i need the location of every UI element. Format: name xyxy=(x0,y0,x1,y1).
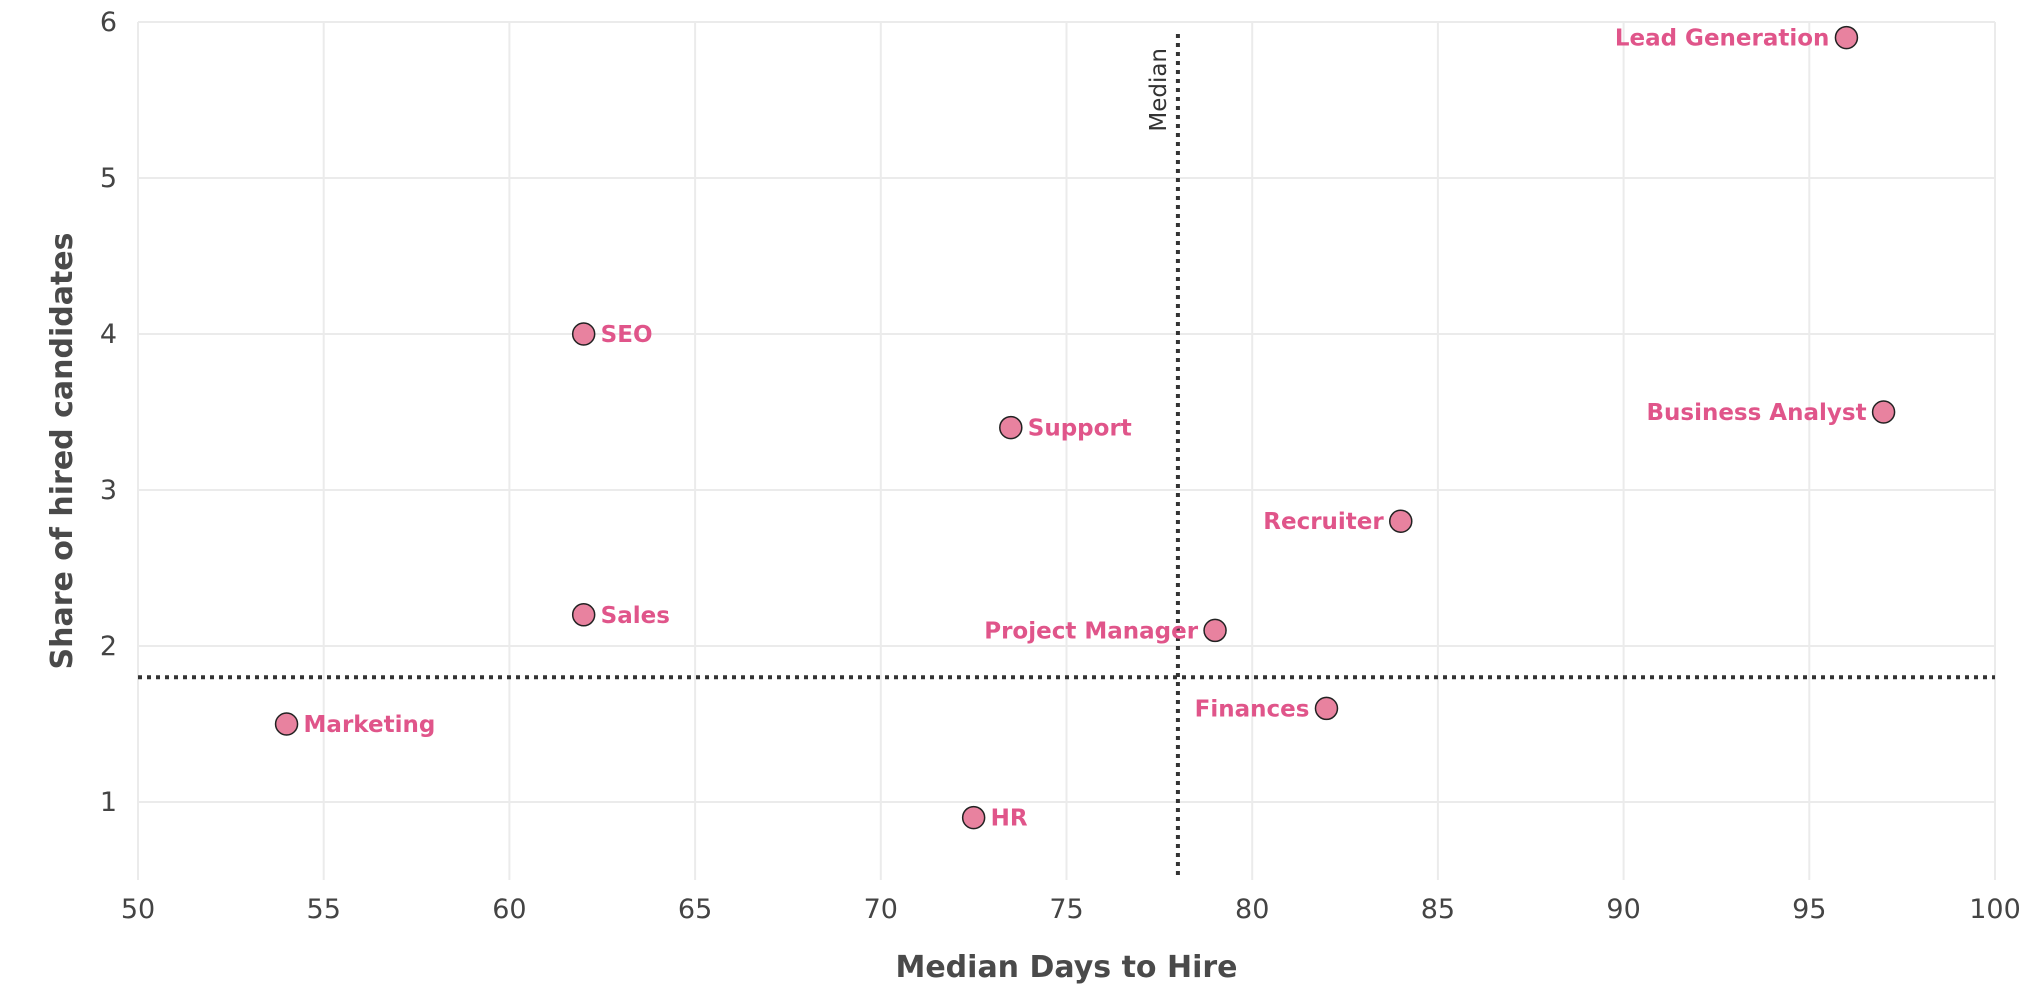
data-point xyxy=(571,322,596,346)
x-tick-label: 70 xyxy=(864,894,898,925)
y-tick-label: 4 xyxy=(100,319,117,350)
data-point xyxy=(961,805,986,830)
y-tick-label: 5 xyxy=(100,163,117,194)
data-point-label: Support xyxy=(1028,416,1132,442)
y-axis-title: Share of hired candidates xyxy=(45,232,80,669)
x-tick-label: 90 xyxy=(1606,894,1640,925)
tick-labels: 50 55 60 65 70 75 80 85 90 95 100 1 2 3 4 5 6 xyxy=(100,7,2021,925)
x-axis-title: Median Days to Hire xyxy=(895,950,1237,985)
y-tick-label: 3 xyxy=(100,475,117,506)
x-tick-label: 55 xyxy=(307,894,341,925)
data-point-label: Business Analyst xyxy=(1646,400,1866,426)
data-point-label: Finances xyxy=(1195,696,1310,722)
x-tick-label: 60 xyxy=(492,894,526,925)
x-tick-label: 50 xyxy=(121,894,155,925)
data-point xyxy=(1834,25,1859,50)
data-point xyxy=(999,415,1023,440)
y-tick-label: 1 xyxy=(100,787,117,818)
x-tick-label: 80 xyxy=(1235,894,1269,925)
x-tick-label: 65 xyxy=(678,894,712,925)
data-point xyxy=(1389,509,1413,533)
reference-lines: Median xyxy=(138,34,1995,880)
median-line-label: Median xyxy=(1146,48,1172,132)
data-point-label: Lead Generation xyxy=(1615,26,1830,52)
data-point-label: SEO xyxy=(601,322,653,348)
data-point-label: HR xyxy=(991,806,1028,832)
x-tick-label: 85 xyxy=(1421,894,1455,925)
x-tick-label: 75 xyxy=(1049,894,1083,925)
data-point xyxy=(1203,618,1227,643)
data-point xyxy=(1314,696,1339,721)
x-tick-label: 95 xyxy=(1792,894,1826,925)
data-point-label: Project Manager xyxy=(984,618,1198,644)
data-points: Lead Generation Business Analyst SEO Suppor… xyxy=(274,25,1896,832)
data-point xyxy=(274,712,299,736)
y-tick-label: 2 xyxy=(100,631,117,662)
data-point-label: Recruiter xyxy=(1263,509,1384,535)
y-tick-label: 6 xyxy=(100,7,117,38)
data-point xyxy=(1871,400,1896,424)
data-point-label: Sales xyxy=(601,603,670,629)
data-point-label: Marketing xyxy=(304,712,436,738)
x-tick-label: 100 xyxy=(1969,894,2021,925)
data-point xyxy=(571,603,596,627)
grid xyxy=(137,21,1996,880)
